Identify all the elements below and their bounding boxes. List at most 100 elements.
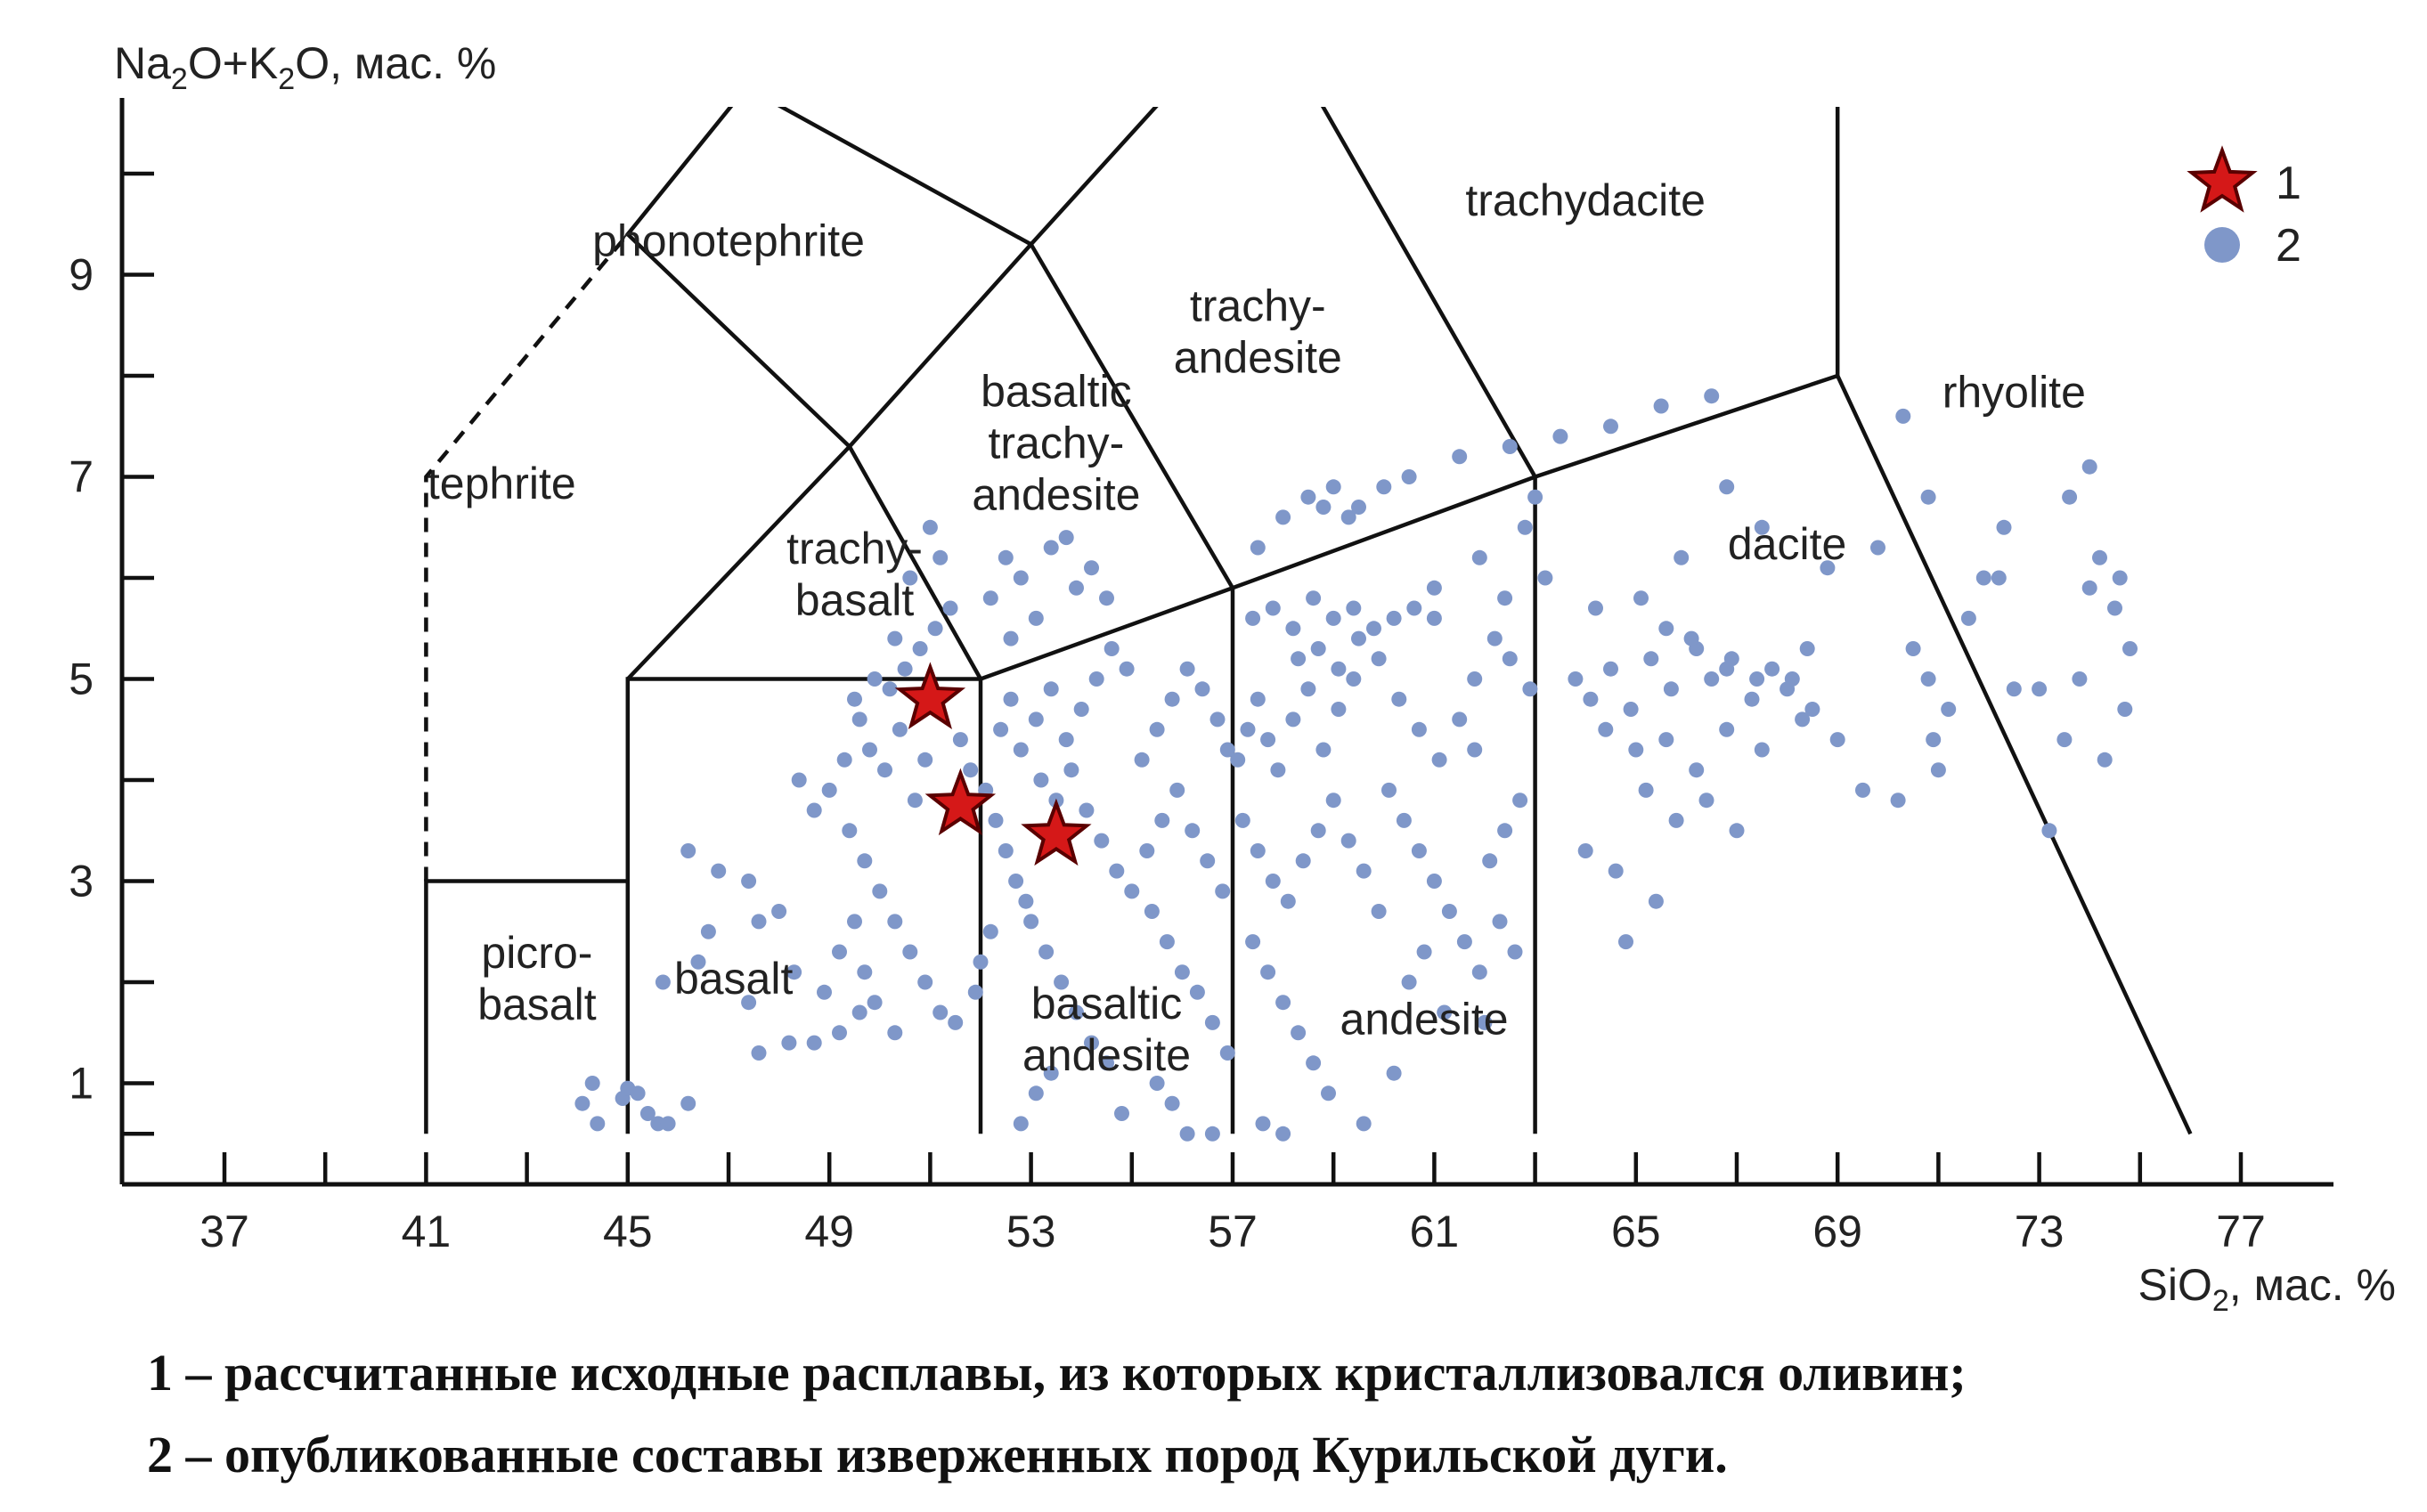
data-point-2 <box>1941 702 1957 717</box>
data-point-2 <box>1204 1014 1220 1030</box>
data-point-2 <box>998 549 1014 565</box>
y-tick-label: 9 <box>69 250 94 300</box>
legend-caption-2: 2 – опубликованные составы изверженных п… <box>147 1426 1728 1484</box>
data-point-2 <box>1200 853 1216 869</box>
data-point-2 <box>1043 540 1059 556</box>
data-point-2 <box>1013 1116 1029 1132</box>
data-point-2 <box>1996 519 2012 535</box>
data-point-2 <box>1310 823 1326 839</box>
data-point-2 <box>1930 762 1946 778</box>
data-point-2 <box>1346 671 1362 687</box>
data-point-2 <box>1477 1014 1493 1030</box>
data-point-2 <box>1452 711 1468 728</box>
data-point-2 <box>1280 893 1296 909</box>
data-point-2 <box>872 883 888 899</box>
data-point-2 <box>1401 469 1417 484</box>
data-point-2 <box>1109 863 1125 879</box>
data-point-2 <box>1250 843 1266 858</box>
data-point-2 <box>771 904 787 919</box>
data-point-2 <box>1073 702 1089 717</box>
data-point-2 <box>791 772 807 788</box>
data-point-2 <box>993 721 1009 737</box>
data-point-2 <box>741 874 757 889</box>
data-point-2 <box>1658 732 1674 748</box>
data-point-2 <box>1668 812 1684 828</box>
data-point-2 <box>1018 893 1034 909</box>
data-point-2 <box>1512 793 1528 809</box>
data-point-2 <box>590 1116 606 1132</box>
data-point-2 <box>1467 742 1483 758</box>
data-point-2 <box>1306 590 1322 606</box>
data-point-2 <box>1275 1126 1291 1142</box>
data-point-2 <box>1895 408 1911 424</box>
field-boundary-7 <box>624 107 851 449</box>
x-tick-label: 61 <box>1410 1207 1460 1256</box>
field-boundary-8 <box>777 107 1032 247</box>
x-tick-label: 69 <box>1812 1207 1862 1256</box>
data-point-2 <box>1003 691 1019 707</box>
data-point-2 <box>1321 1085 1336 1101</box>
field-boundary-3 <box>848 240 1235 1134</box>
data-point-2 <box>1497 823 1513 839</box>
data-point-2 <box>1366 621 1381 637</box>
data-point-2 <box>1189 984 1205 1000</box>
y-axis-title: Na2O+K2O, мас. % <box>114 38 496 96</box>
data-point-2 <box>1285 621 1301 637</box>
data-point-1 <box>894 662 966 729</box>
data-point-2 <box>1043 1065 1059 1081</box>
data-point-2 <box>1698 793 1714 809</box>
data-point-2 <box>1099 590 1114 606</box>
data-point-2 <box>832 944 847 960</box>
data-point-2 <box>1386 1065 1402 1081</box>
data-point-2 <box>1648 893 1664 909</box>
data-point-2 <box>1764 661 1780 677</box>
data-point-2 <box>1431 752 1447 768</box>
data-point-2 <box>1084 560 1099 576</box>
legend-label-2: 2 <box>2276 220 2301 272</box>
data-point-2 <box>952 732 968 748</box>
data-point-2 <box>1674 549 1690 565</box>
data-point-2 <box>639 1106 656 1121</box>
data-point-2 <box>1058 732 1074 748</box>
data-point-2 <box>1219 742 1235 758</box>
data-point-2 <box>1795 711 1811 728</box>
data-point-2 <box>902 570 918 586</box>
data-point-2 <box>2097 752 2113 768</box>
data-point-2 <box>2122 641 2138 656</box>
data-point-2 <box>1719 479 1735 495</box>
data-point-2 <box>933 549 949 565</box>
data-point-2 <box>751 914 767 930</box>
data-point-2 <box>857 853 873 869</box>
data-point-2 <box>887 1025 903 1041</box>
data-point-2 <box>2041 823 2057 839</box>
field-boundary-9 <box>1029 107 1159 246</box>
data-point-2 <box>922 519 938 535</box>
data-point-2 <box>1285 711 1301 728</box>
field-label-dacite: dacite <box>1728 519 1846 569</box>
data-point-2 <box>1013 570 1029 586</box>
x-tick-label: 37 <box>200 1207 249 1256</box>
data-point-2 <box>1013 742 1029 758</box>
data-point-2 <box>1784 671 1800 687</box>
data-point-2 <box>1991 570 2007 586</box>
data-point-2 <box>1084 1035 1099 1051</box>
data-point-2 <box>1386 610 1402 626</box>
data-point-2 <box>1325 610 1341 626</box>
x-axis-title: SiO2, мас. % <box>2138 1260 2397 1318</box>
data-point-2 <box>1209 711 1226 728</box>
data-point-2 <box>851 1004 867 1020</box>
data-point-2 <box>1658 621 1674 637</box>
data-point-2 <box>1094 833 1110 849</box>
data-point-2 <box>933 1004 949 1020</box>
data-point-2 <box>1250 540 1266 556</box>
series-2-points <box>574 388 2138 1142</box>
data-point-2 <box>1340 833 1356 849</box>
data-point-2 <box>1376 479 1392 495</box>
data-point-2 <box>1920 671 1936 687</box>
series-1-points <box>894 662 1092 866</box>
data-point-2 <box>1890 793 1906 809</box>
data-point-2 <box>1291 651 1307 667</box>
data-point-1 <box>1021 798 1092 866</box>
data-point-2 <box>1471 964 1487 980</box>
data-point-2 <box>902 944 918 960</box>
